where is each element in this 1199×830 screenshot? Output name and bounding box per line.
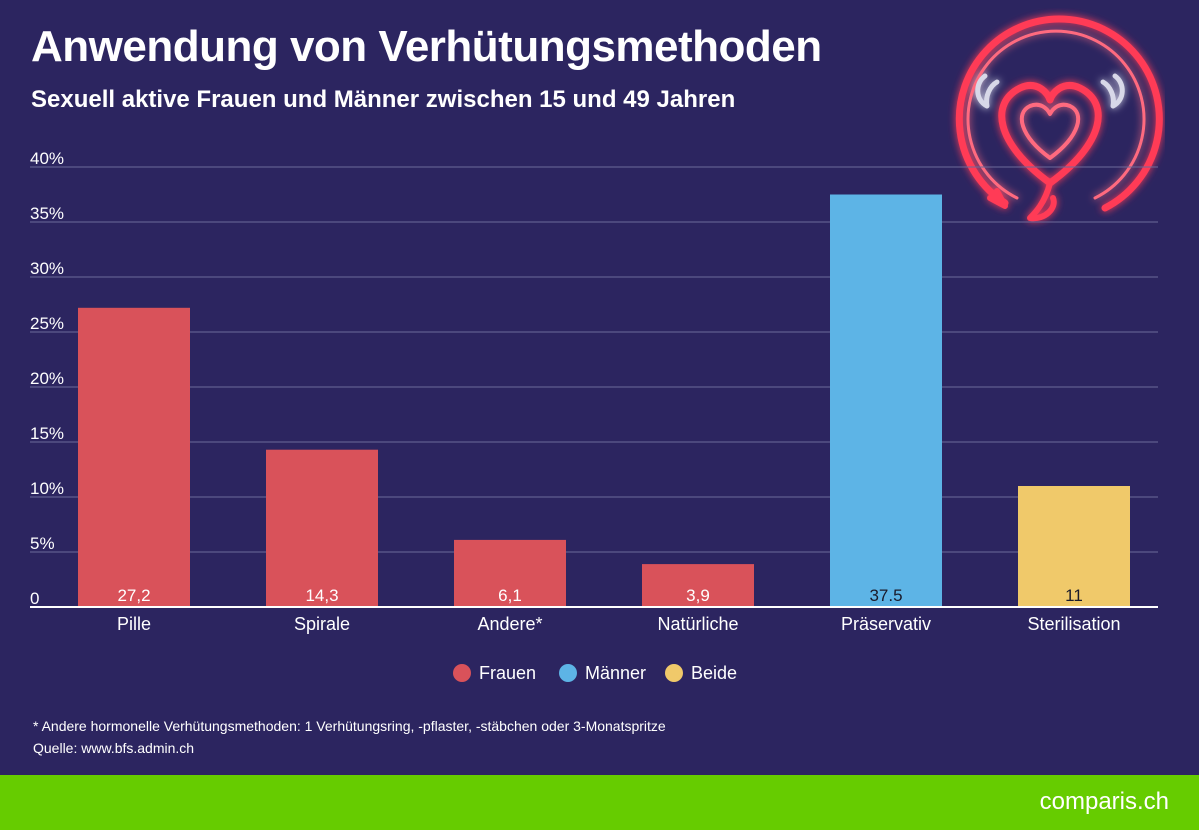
data-label: 37.5 bbox=[869, 586, 902, 605]
data-label: 14,3 bbox=[305, 586, 338, 605]
chart-title: Anwendung von Verhütungsmethoden bbox=[31, 22, 822, 71]
data-label: 3,9 bbox=[686, 586, 710, 605]
legend-label: Frauen bbox=[479, 663, 536, 683]
x-tick-label: Präservativ bbox=[841, 614, 931, 634]
x-tick-label: Pille bbox=[117, 614, 151, 634]
x-tick-label: Sterilisation bbox=[1027, 614, 1120, 634]
y-tick-label: 40% bbox=[30, 149, 64, 168]
y-tick-label: 15% bbox=[30, 424, 64, 443]
bar bbox=[830, 194, 942, 607]
legend-label: Männer bbox=[585, 663, 646, 683]
y-tick-label: 10% bbox=[30, 479, 64, 498]
bar bbox=[454, 539, 566, 607]
data-label: 6,1 bbox=[498, 586, 522, 605]
legend-label: Beide bbox=[691, 663, 737, 683]
bar bbox=[266, 449, 378, 607]
bar bbox=[642, 564, 754, 607]
y-tick-label: 35% bbox=[30, 204, 64, 223]
y-tick-label: 30% bbox=[30, 259, 64, 278]
neon-devil-heart-icon bbox=[955, 15, 1163, 222]
brand-band bbox=[0, 775, 1199, 830]
data-label: 11 bbox=[1065, 586, 1083, 605]
data-label: 27,2 bbox=[117, 586, 150, 605]
y-tick-label: 20% bbox=[30, 369, 64, 388]
bar bbox=[78, 307, 190, 607]
footnote: * Andere hormonelle Verhütungsmethoden: … bbox=[33, 718, 666, 734]
legend-swatch bbox=[559, 664, 577, 682]
bar bbox=[1018, 486, 1130, 607]
y-tick-label: 5% bbox=[30, 534, 55, 553]
x-tick-label: Andere* bbox=[477, 614, 542, 634]
chart-subtitle: Sexuell aktive Frauen und Männer zwische… bbox=[31, 86, 736, 113]
x-tick-label: Spirale bbox=[294, 614, 350, 634]
legend-swatch bbox=[665, 664, 683, 682]
legend-swatch bbox=[453, 664, 471, 682]
y-tick-label: 0 bbox=[30, 589, 39, 608]
bar-chart: 0 5% 10% 15% 20% 25% 30% 35% 40% 27,2 Pille 14,3 Spi… bbox=[30, 149, 1158, 683]
y-tick-label: 25% bbox=[30, 314, 64, 333]
x-tick-label: Natürliche bbox=[657, 614, 738, 634]
source-note: Quelle: www.bfs.admin.ch bbox=[33, 740, 195, 756]
brand-logo: comparis.ch bbox=[1039, 788, 1169, 815]
